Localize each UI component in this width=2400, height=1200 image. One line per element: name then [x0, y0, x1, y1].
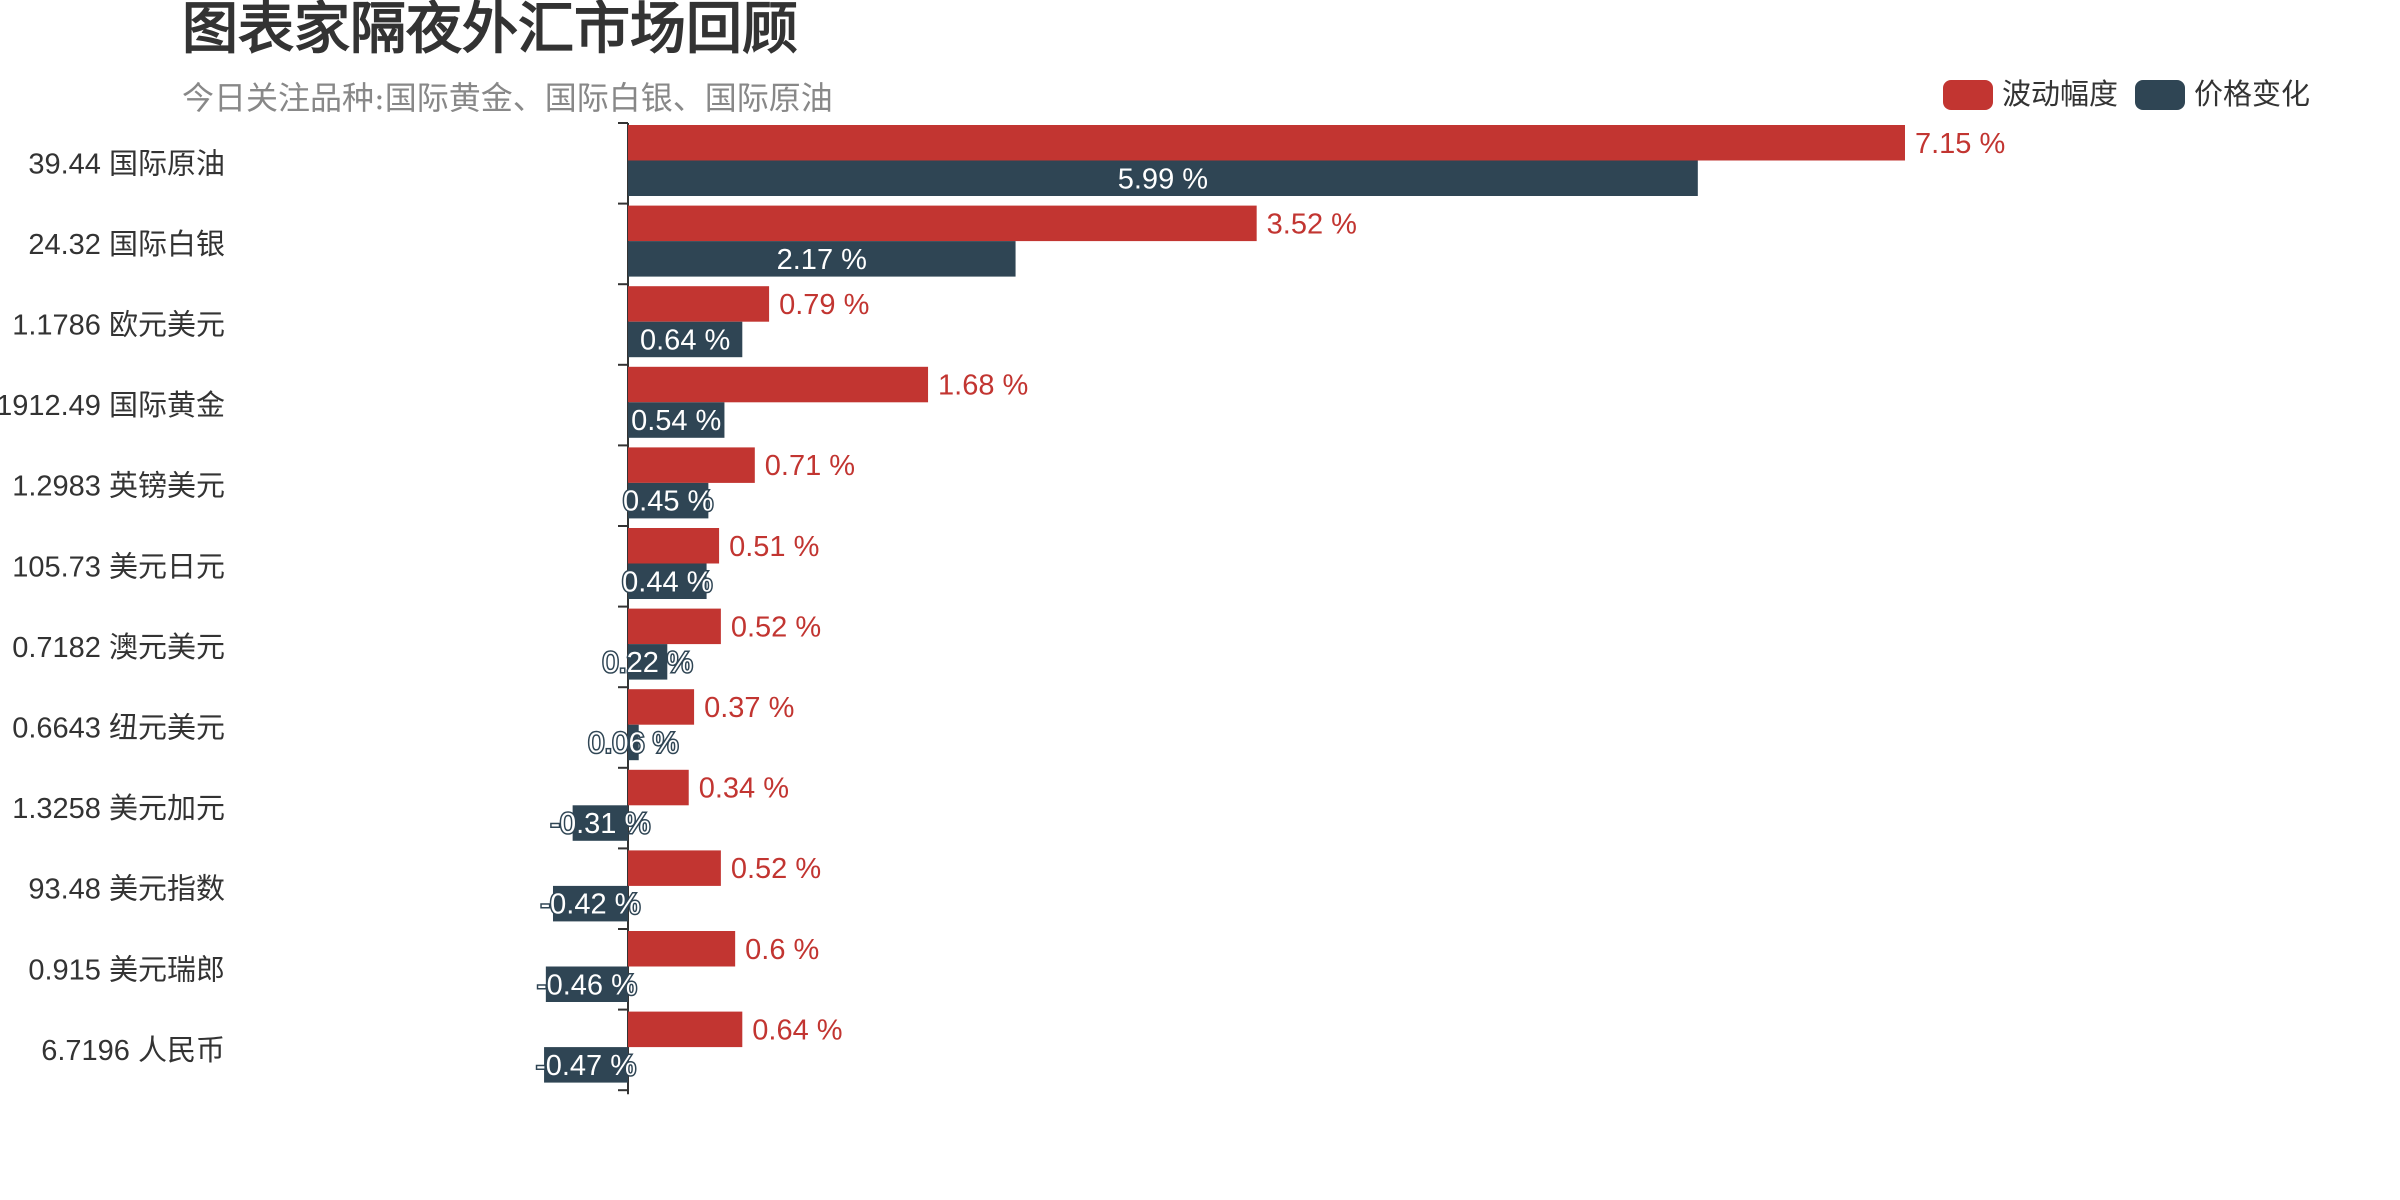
data-label-change: 0.22 %: [602, 647, 692, 679]
category-label: 1.2983 英镑美元: [12, 470, 225, 503]
category-label: 1912.49 国际黄金: [0, 389, 225, 422]
category-label: 0.6643 纽元美元: [12, 712, 225, 745]
data-label-volatility: 0.71 %: [765, 450, 855, 482]
data-label-volatility: 7.15 %: [1915, 128, 2005, 160]
bar-change[interactable]: [628, 321, 743, 358]
legend-swatch-change: [2135, 80, 2185, 110]
data-label-volatility: 0.34 %: [699, 773, 789, 805]
data-label-change: 5.99 %: [1118, 163, 1208, 195]
bar-change[interactable]: [545, 966, 628, 1003]
data-label-volatility: 0.6 %: [745, 934, 819, 966]
bar-volatility[interactable]: [628, 528, 720, 564]
data-label-change: 2.17 %: [777, 244, 867, 276]
data-label-change: -0.31 %: [550, 808, 650, 840]
data-label-change: -0.42 %: [541, 889, 641, 921]
bar-volatility[interactable]: [628, 608, 721, 645]
bar-change[interactable]: [628, 482, 709, 519]
bar-volatility[interactable]: [628, 205, 1257, 242]
category-label: 0.7182 澳元美元: [12, 631, 225, 664]
bar-change[interactable]: [628, 563, 707, 600]
category-label: 39.44 国际原油: [28, 147, 225, 180]
bar-change[interactable]: [628, 241, 1016, 277]
bar-change[interactable]: [572, 805, 628, 841]
category-label: 0.915 美元瑞郎: [28, 953, 225, 986]
legend-swatch-volatility: [1943, 80, 1993, 110]
bar-volatility[interactable]: [628, 850, 721, 886]
bar-change[interactable]: [628, 644, 668, 680]
plot-area: 39.44 国际原油 7.15 % 5.99 % 24.32 国际白银 3.52 % 2.…: [0, 122, 2005, 1095]
bar-change[interactable]: [544, 1047, 628, 1083]
bar-volatility[interactable]: [628, 1011, 743, 1048]
legend-label-change: 价格变化: [2194, 77, 2310, 111]
data-label-volatility: 0.52 %: [731, 853, 821, 885]
data-label-change: -0.46 %: [537, 969, 637, 1001]
data-label-volatility: 0.51 %: [729, 531, 819, 563]
bar-volatility[interactable]: [628, 689, 695, 725]
data-label-volatility: 0.37 %: [704, 692, 794, 724]
bar-volatility[interactable]: [628, 931, 736, 967]
data-label-change: -0.47 %: [536, 1050, 636, 1082]
category-label: 1.3258 美元加元: [12, 792, 225, 825]
bar-change[interactable]: [628, 724, 639, 761]
legend-item-change[interactable]: 价格变化: [2135, 77, 2310, 111]
data-label-volatility: 0.52 %: [731, 611, 821, 643]
category-label: 105.73 美元日元: [12, 550, 225, 583]
data-label-change: 0.64 %: [640, 324, 730, 356]
bar-volatility[interactable]: [628, 447, 755, 483]
category-label: 24.32 国际白银: [28, 228, 225, 261]
category-label: 1.1786 欧元美元: [12, 309, 225, 342]
data-label-volatility: 0.64 %: [752, 1014, 842, 1046]
legend-label-volatility: 波动幅度: [2002, 77, 2118, 111]
category-label: 6.7196 人民币: [41, 1035, 225, 1067]
bar-volatility[interactable]: [628, 286, 770, 322]
bar-change[interactable]: [628, 402, 725, 438]
data-label-volatility: 3.52 %: [1267, 208, 1357, 240]
data-label-change: 0.45 %: [623, 486, 713, 518]
category-label: 93.48 美元指数: [28, 873, 225, 906]
bar-change[interactable]: [628, 160, 1698, 197]
data-label-change: 0.06 %: [588, 727, 678, 759]
data-label-volatility: 0.79 %: [779, 289, 869, 321]
bar-volatility[interactable]: [628, 769, 689, 806]
legend-item-volatility[interactable]: 波动幅度: [1943, 77, 2118, 111]
data-label-change: 0.54 %: [631, 405, 721, 437]
data-label-volatility: 1.68 %: [938, 370, 1028, 402]
chart-title: 图表家隔夜外汇市场回顾: [182, 0, 798, 62]
bar-change[interactable]: [552, 885, 628, 922]
chart-subtitle: 今日关注品种:国际黄金、国际白银、国际原油: [182, 79, 833, 117]
bar-volatility[interactable]: [628, 125, 1905, 161]
bar-volatility[interactable]: [628, 366, 929, 403]
data-label-change: 0.44 %: [622, 566, 712, 598]
legend[interactable]: 波动幅度 价格变化: [1943, 77, 2310, 111]
